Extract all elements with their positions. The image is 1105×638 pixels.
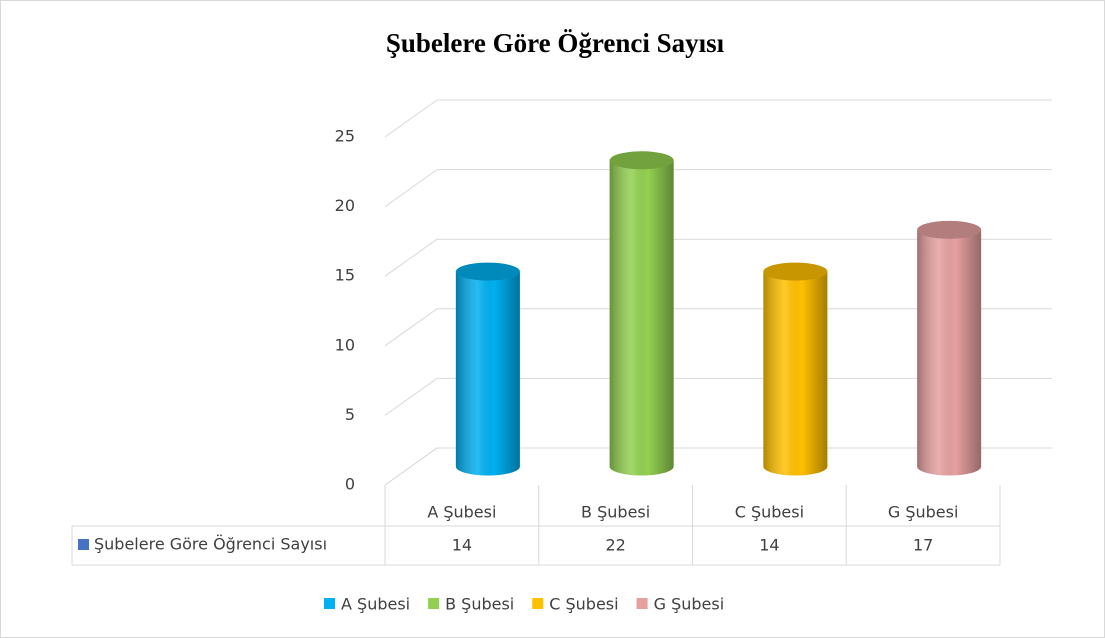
y-tick-label: 15 bbox=[335, 266, 355, 285]
x-tick-label: C Şubesi bbox=[735, 503, 804, 522]
table-value: 14 bbox=[452, 536, 472, 555]
x-tick-label: A Şubesi bbox=[427, 503, 496, 522]
grid-line bbox=[384, 308, 438, 347]
bar-top-shade bbox=[917, 220, 982, 239]
table-legend-key bbox=[78, 539, 89, 550]
bar-top-shade bbox=[609, 151, 674, 170]
bar-shade bbox=[763, 271, 828, 476]
y-tick-label: 10 bbox=[335, 335, 355, 354]
y-tick-label: 0 bbox=[345, 475, 355, 494]
table-value: 17 bbox=[913, 536, 933, 555]
legend-key bbox=[532, 598, 544, 609]
bar-shade bbox=[609, 160, 674, 476]
grid-line bbox=[384, 99, 438, 138]
floor-edge bbox=[384, 447, 438, 486]
bar-top bbox=[609, 151, 674, 170]
x-tick-label: B Şubesi bbox=[581, 503, 650, 522]
y-tick-label: 5 bbox=[345, 405, 355, 424]
grid-line bbox=[384, 238, 438, 277]
legend-label: G Şubesi bbox=[654, 595, 725, 614]
y-tick-label: 20 bbox=[335, 196, 355, 215]
table-value: 14 bbox=[759, 536, 779, 555]
legend-key bbox=[636, 598, 648, 609]
table-series-name: Şubelere Göre Öğrenci Sayısı bbox=[94, 535, 327, 554]
x-tick-label: G Şubesi bbox=[888, 503, 959, 522]
legend-key bbox=[428, 598, 440, 609]
bar-top bbox=[763, 262, 828, 281]
bar-top-shade bbox=[455, 262, 520, 281]
bar-top bbox=[455, 262, 520, 281]
legend-key bbox=[324, 598, 335, 609]
bar-top bbox=[917, 220, 982, 239]
grid-line bbox=[384, 169, 438, 208]
y-tick-label: 25 bbox=[335, 127, 355, 146]
bar-shade bbox=[455, 271, 520, 476]
table-value: 22 bbox=[605, 536, 625, 555]
grid-line bbox=[384, 377, 438, 416]
legend-label: B Şubesi bbox=[445, 595, 514, 614]
legend-label: C Şubesi bbox=[549, 595, 618, 614]
chart-title: Şubelere Göre Öğrenci Sayısı bbox=[386, 28, 725, 58]
bar-shade bbox=[917, 229, 982, 476]
bar-top-shade bbox=[763, 262, 828, 281]
legend-label: A Şubesi bbox=[341, 595, 410, 614]
